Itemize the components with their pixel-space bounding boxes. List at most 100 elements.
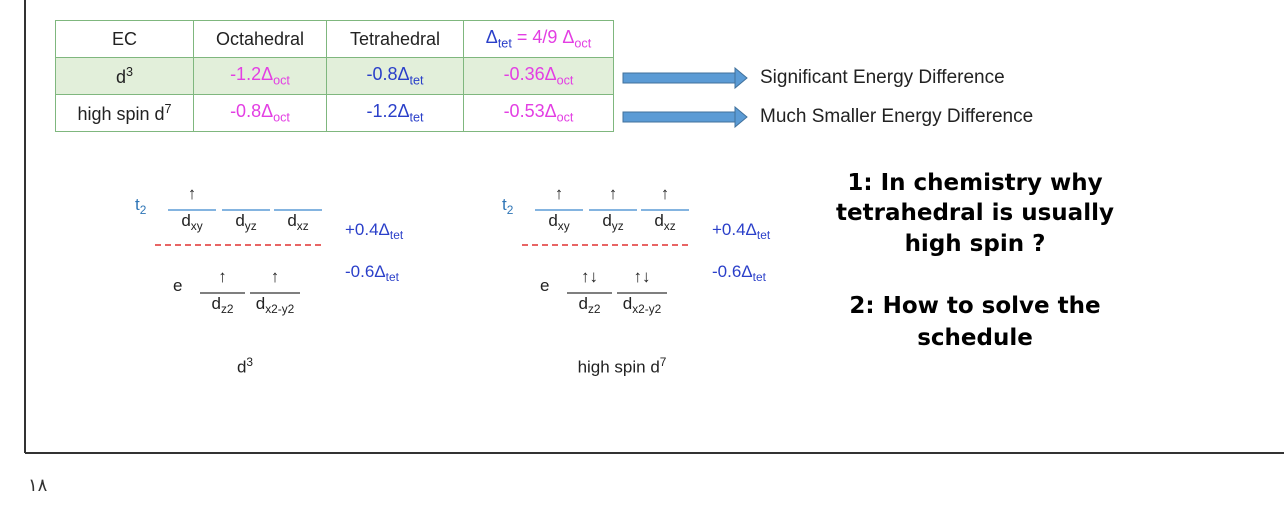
text-part: d [602,211,612,230]
text-part: z2 [220,302,234,317]
text-part: yz [611,219,624,234]
question: 2: How to solve the [849,293,1101,319]
caption: d3 [237,355,253,378]
text-part: x2-y2 [265,302,295,317]
text-part: tet [409,110,424,125]
orbital-label: dx2-y2 [256,294,295,316]
table-cell: -0.8Δoct [193,94,327,132]
question: 1: In chemistry why [847,170,1103,196]
header-cell: Tetrahedral [326,20,464,58]
orbital-label: dx2-y2 [623,294,662,316]
text-part: d [255,294,266,313]
electrons: ↑ [270,267,280,286]
text-part: oct [556,73,574,88]
text-part: z2 [587,302,601,317]
text-part: tet [497,36,512,51]
text-part: 2 [139,203,147,218]
text-part: oct [556,110,574,125]
text-part: d [115,66,126,87]
text-part: Octahedral [215,28,305,49]
table-cell: -1.2Δoct [193,57,327,95]
header-row: EC Octahedral Tetrahedral Δtet = 4/9 Δoct [55,20,614,58]
arrow-note: Much Smaller Energy Difference [760,106,1034,127]
question: tetrahedral is usually [836,200,1114,226]
orbital-label: dxz [654,211,675,233]
orbital-label: dz2 [211,294,233,316]
text-part: d [622,294,633,313]
text-part: tet [752,270,766,285]
energy-table: EC Octahedral Tetrahedral Δtet = 4/9 Δoct d3… [55,20,614,132]
table-row: d3 -1.2Δoct -0.8Δtet -0.36Δoct [55,57,614,95]
text-part: oct [574,36,592,51]
text-part: d [211,294,221,313]
orbital-label: dyz [602,211,623,233]
table-cell: -0.36Δoct [463,57,614,95]
text-part: -0.53Δ [503,101,557,122]
text-part: t [502,195,507,214]
orbital-label: dyz [235,211,256,233]
text-part: -1.2Δ [230,64,274,85]
text-part: -1.2Δ [366,101,410,122]
arrow [622,105,748,129]
caption: high spin d7 [578,355,667,378]
text-part: oct [273,110,290,125]
text-part: 2 [506,203,514,218]
energy-label: +0.4Δtet [345,220,403,242]
table-cell: high spin d7 [55,94,194,132]
orbital-label: dxy [181,211,202,233]
text-part: d [235,211,245,230]
text-part: high spin d [577,357,660,377]
text-part: 7 [659,355,667,369]
electrons: ↑↓ [581,267,598,286]
electrons: ↑ [554,184,564,203]
text-part: d [548,211,558,230]
energy-label: +0.4Δtet [712,220,770,242]
text-part: tet [409,73,424,88]
table-cell: -1.2Δtet [326,94,464,132]
text-part: xz [296,219,309,234]
header-cell: EC [55,20,194,58]
text-part: oct [273,73,290,88]
text-part: d [287,211,297,230]
electrons: ↑↓ [633,267,651,286]
text-part: d [578,294,588,313]
text-part: +0.4Δ [345,220,390,239]
text-part: d [654,211,664,230]
t2-label: t2 [135,195,146,217]
header-cell: Δtet = 4/9 Δoct [463,20,614,58]
text-part: tet [385,270,399,285]
e-label: e [540,276,550,295]
text-part: 7 [164,101,172,116]
text-part: tet [389,228,404,243]
text-part: t [135,195,140,214]
energy-label: -0.6Δtet [345,262,399,284]
table-cell: -0.8Δtet [326,57,464,95]
text-part: xy [557,219,570,234]
text-part: 3 [126,64,134,79]
t2-label: t2 [502,195,513,217]
text-part: -0.8Δ [366,64,410,85]
electrons: ↑ [218,267,227,286]
text-part: -0.8Δ [230,101,274,122]
question: schedule [917,325,1033,351]
arrow [622,66,748,90]
orbital-label: dxz [287,211,308,233]
text-part: -0.36Δ [503,64,557,85]
text-part: d [236,357,247,377]
text-part: high spin d [77,103,165,124]
electrons: ↑ [187,184,197,203]
table-row: high spin d7 -0.8Δoct -1.2Δtet -0.53Δoct [55,94,614,132]
orbital-label: dxy [548,211,569,233]
e-label: e [173,276,183,295]
text-part: 3 [246,355,254,369]
header-cell: Octahedral [193,20,327,58]
text-part: +0.4Δ [712,220,757,239]
text-part: Tetrahedral [349,28,441,49]
text-part: = 4/9 Δ [511,27,575,48]
electrons: ↑ [660,184,670,203]
text-part: x2-y2 [632,302,662,317]
table-cell: -0.53Δoct [463,94,614,132]
orbital-label: dz2 [578,294,600,316]
